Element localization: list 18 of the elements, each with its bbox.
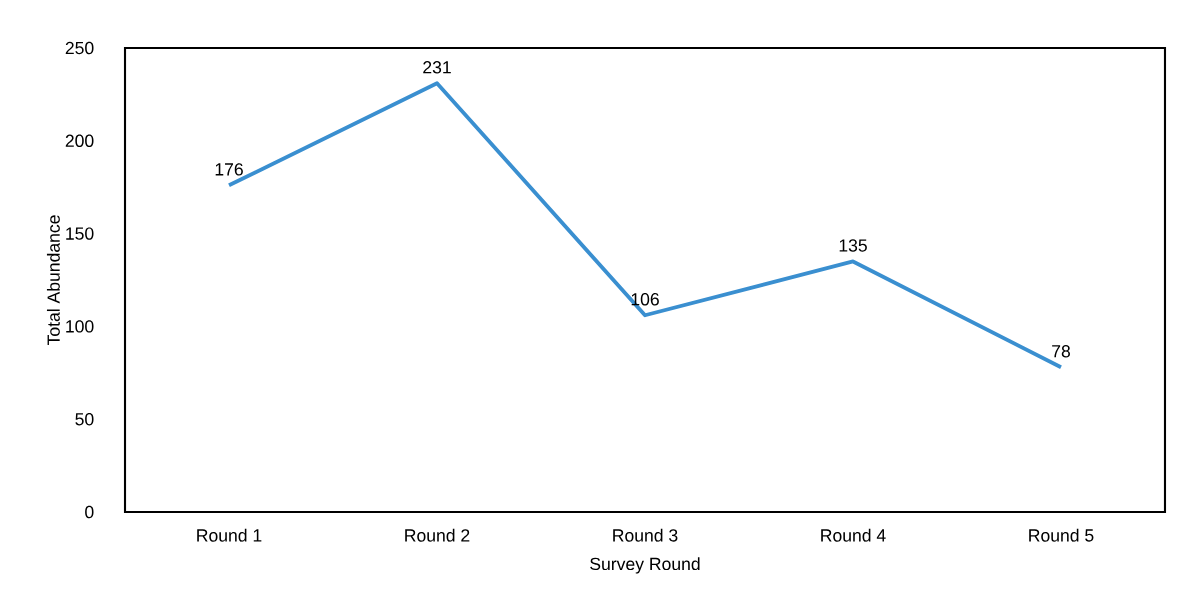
x-tick-label: Round 1 xyxy=(197,528,262,542)
y-axis-title: Total Abundance xyxy=(46,215,60,346)
y-tick-label: 200 xyxy=(65,134,94,148)
x-axis-title: Survey Round xyxy=(590,557,700,574)
y-tick-label: 100 xyxy=(66,320,94,333)
data-label: 106 xyxy=(631,293,659,306)
data-label: 231 xyxy=(423,61,451,74)
y-tick-label: 0 xyxy=(85,505,94,519)
data-label: 135 xyxy=(839,239,867,252)
x-tick-label: Round 5 xyxy=(1029,528,1094,542)
y-tick-label: 150 xyxy=(66,227,94,240)
y-tick-label: 50 xyxy=(75,412,94,426)
x-tick-label: Round 2 xyxy=(405,528,470,542)
x-tick-label: Round 4 xyxy=(821,528,886,542)
data-label: 176 xyxy=(215,163,243,176)
y-tick-label: 250 xyxy=(65,41,94,55)
data-label: 78 xyxy=(1052,345,1070,358)
x-tick-label: Round 3 xyxy=(613,528,678,542)
